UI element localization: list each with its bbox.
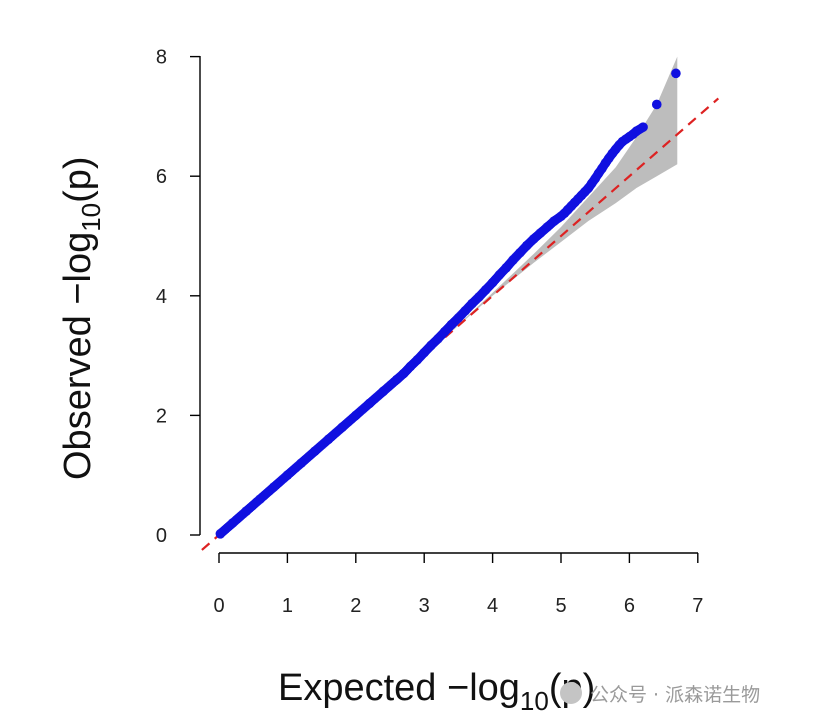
reference-line-y-equals-x [201,97,720,551]
data-point [460,305,471,316]
data-point [323,434,334,445]
data-point [392,374,402,385]
x-tick-label: 5 [555,595,566,617]
x-axis-title: Expected −log10(p) [278,667,595,716]
y-ticks: 0 2 4 6 8 [156,47,200,547]
data-point [405,361,416,372]
data-point [515,247,525,258]
data-point [296,458,306,469]
data-point [426,340,436,351]
data-point [398,368,409,379]
data-point [480,285,491,295]
watermark: 公众号 · 派森诺生物 [560,678,820,708]
watermark-text: 公众号 · 派森诺生物 [590,683,761,706]
data-point [419,347,430,358]
wechat-icon [560,682,582,704]
data-point [364,398,375,409]
y-tick-label: 6 [156,166,167,188]
data-point [549,216,559,226]
x-tick-label: 6 [624,595,635,617]
x-tick-label: 2 [350,595,361,617]
data-point [671,68,681,79]
data-point [337,422,347,433]
y-tick-label: 0 [156,525,167,547]
data-point [474,292,484,302]
data-point [351,410,361,421]
data-point [241,506,252,516]
data-point [494,270,505,280]
y-tick-label: 8 [156,47,167,69]
axes [199,56,698,554]
data-point [528,234,539,244]
y-axis-title: Observed −log10(p) [57,156,106,480]
reference-line [201,97,720,551]
x-tick-label: 0 [213,595,224,617]
data-point [446,319,457,330]
x-axis-title-subscript: 10 [520,686,549,716]
data-point [522,240,532,251]
x-tick-label: 7 [692,595,703,617]
data-point [268,482,279,492]
data-point [487,277,498,288]
data-point [378,386,388,397]
data-point [412,354,423,365]
data-point [501,262,512,273]
y-tick-label: 2 [156,405,167,427]
data-point [467,298,477,309]
data-point [508,255,518,265]
data-point [215,529,226,539]
x-tick-label: 3 [419,595,430,617]
data-point [535,228,546,238]
data-points [215,68,681,539]
x-tick-label: 4 [487,595,498,617]
data-point [255,494,265,504]
data-point [433,334,443,344]
data-point [439,326,450,337]
y-axis-title-subscript: 10 [76,203,106,232]
y-axis-title-suffix: (p) [57,156,99,202]
x-ticks: 0 1 2 3 4 5 6 7 [213,553,703,617]
x-axis-title-text: Expected −log [278,667,520,709]
data-point [651,99,662,110]
data-point [453,313,464,323]
x-tick-label: 1 [282,595,293,617]
data-point [309,446,320,457]
y-tick-label: 4 [156,286,167,308]
data-point [542,222,553,232]
data-point [638,122,648,132]
y-axis-title-text: Observed −log [57,232,99,480]
data-point [227,518,238,528]
data-point [282,470,293,481]
